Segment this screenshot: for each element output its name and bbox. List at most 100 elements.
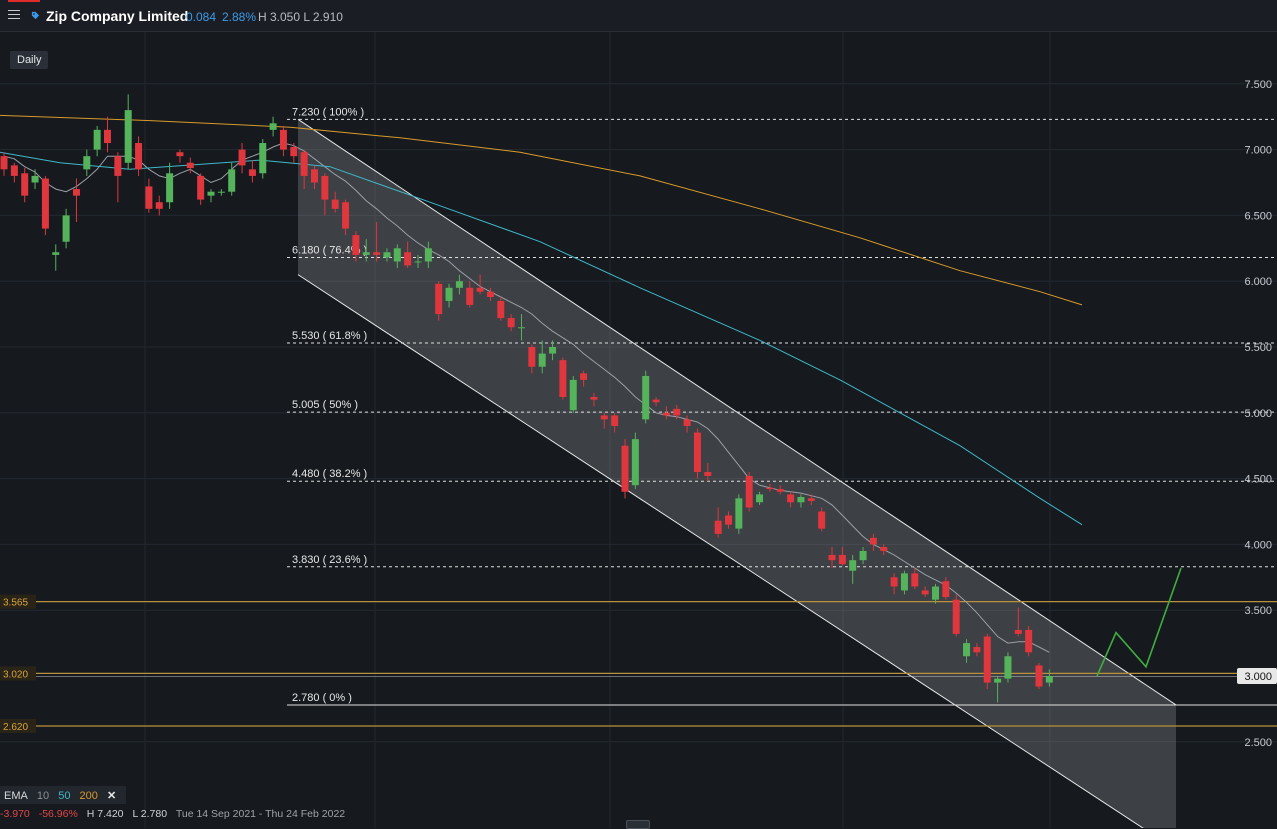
candle-down	[373, 252, 381, 255]
range-low: L 2.780	[132, 808, 168, 820]
candle-up	[52, 252, 60, 255]
candle-down	[745, 475, 753, 508]
candle-up	[31, 175, 39, 183]
price-axis-tick-label: 7.500	[1244, 79, 1272, 91]
ema-50-label: 50	[58, 790, 71, 802]
support-level-tag	[0, 666, 36, 681]
candle-up	[963, 643, 971, 657]
candle-down	[41, 178, 49, 229]
candle-down	[776, 489, 784, 492]
support-level-label: 3.565	[3, 598, 28, 609]
candle-down	[869, 537, 877, 545]
hamburger-menu-icon[interactable]	[8, 10, 20, 20]
candle-up	[549, 347, 557, 354]
range-high: H 7.420	[86, 808, 124, 820]
projection-path[interactable]	[1096, 567, 1182, 677]
candle-up	[642, 375, 650, 420]
candle-down	[10, 165, 18, 176]
range-change-percent: -56.96%	[38, 808, 78, 820]
candle-down	[590, 397, 598, 400]
candle-up	[62, 215, 70, 242]
candle-down	[693, 432, 701, 473]
ema-10-label: 10	[36, 790, 50, 802]
candle-down	[807, 498, 815, 501]
fibonacci-retracement[interactable]: 7.230 ( 100% ) 6.180 ( 76.4% ) 5.530 ( 61.…	[287, 106, 1277, 706]
instrument-title[interactable]: Zip Company Limited	[46, 8, 189, 24]
candle-down	[145, 186, 153, 209]
fibonacci-level-label: 5.005 ( 50% )	[292, 399, 358, 411]
fibonacci-level-label: 2.780 ( 0% )	[292, 692, 352, 704]
price-axis-tick-label: 7.000	[1244, 145, 1272, 157]
candle-down	[838, 554, 846, 565]
support-level-tag	[0, 594, 36, 609]
candle-up	[166, 173, 174, 203]
candle-up	[735, 498, 743, 529]
price-axis-tick-label: 3.500	[1244, 605, 1272, 617]
candle-down	[72, 189, 80, 196]
candle-down	[155, 202, 163, 209]
fibonacci-level-label: 3.830 ( 23.6% )	[292, 554, 367, 566]
candle-up	[445, 287, 453, 301]
candle-up	[1004, 656, 1012, 679]
price-axis[interactable]: 7.500 7.000 6.500 6.000 5.500 5.000 4.500 4.000…	[1237, 79, 1277, 749]
support-level-tag	[0, 719, 36, 734]
tag-icon	[31, 11, 40, 20]
candle-down	[621, 445, 629, 492]
candle-down	[300, 152, 308, 176]
candle-down	[248, 169, 256, 176]
candle-down	[600, 415, 608, 420]
top-bar: Zip Company Limited 0.084 2.88% H 3.050 …	[0, 0, 1277, 32]
ema-50-line	[0, 151, 1083, 526]
candle-down	[983, 636, 991, 683]
candle-up	[797, 497, 805, 503]
candle-down	[176, 152, 184, 157]
price-axis-tick-label: 6.500	[1244, 210, 1272, 222]
price-axis-tick-label: 5.000	[1244, 408, 1272, 420]
candle-down	[466, 287, 474, 305]
close-icon[interactable]: ✕	[106, 790, 117, 802]
candle-down	[321, 175, 329, 200]
candle-up	[207, 191, 215, 196]
candle-down	[1025, 629, 1033, 653]
price-axis-tick-label: 5.500	[1244, 342, 1272, 354]
candle-down	[186, 162, 194, 169]
ema-10-line	[3, 142, 1050, 653]
support-level-label: 2.620	[3, 722, 28, 733]
price-axis-tick-label: 4.500	[1244, 474, 1272, 486]
candle-down	[828, 554, 836, 561]
fibonacci-level-label: 7.230 ( 100% )	[292, 106, 364, 118]
ema-legend[interactable]: EMA 10 50 200 ✕	[0, 786, 127, 804]
candle-down	[652, 399, 660, 403]
candle-up	[631, 439, 639, 486]
candle-down	[114, 156, 122, 176]
price-axis-tick-label: 6.000	[1244, 276, 1272, 288]
current-price-label: 3.000	[1244, 671, 1272, 683]
candle-down	[497, 300, 505, 319]
interval-button[interactable]: Daily	[10, 51, 49, 69]
candle-down	[787, 494, 795, 503]
ema-legend-label: EMA	[4, 790, 28, 802]
candle-up	[569, 379, 577, 411]
candle-down	[559, 360, 567, 398]
candle-down	[342, 202, 350, 229]
candle-down	[911, 573, 919, 587]
candle-down	[921, 590, 929, 595]
candle-up	[900, 573, 908, 591]
candle-down	[476, 287, 484, 292]
date-range: Tue 14 Sep 2021 - Thu 24 Feb 2022	[175, 808, 346, 820]
support-resistance-levels[interactable]: 3.565 3.020 2.620	[0, 594, 1277, 734]
range-change: -3.970	[0, 808, 30, 820]
candle-up	[849, 560, 857, 571]
candle-down	[0, 156, 8, 170]
candle-down	[21, 173, 29, 196]
price-chart[interactable]: 3.565 3.020 2.620 7.230 ( 100% ) 6.180 ( 76…	[0, 32, 1277, 828]
regression-channel[interactable]	[297, 118, 1177, 828]
candlesticks	[0, 94, 1053, 703]
fibonacci-level-label: 5.530 ( 61.8% )	[292, 330, 367, 342]
candle-down	[331, 199, 339, 209]
candle-up	[269, 123, 277, 130]
candle-up	[362, 252, 370, 255]
candle-up	[124, 110, 132, 163]
grid-lines	[0, 32, 1277, 828]
channel-fill	[298, 119, 1176, 828]
